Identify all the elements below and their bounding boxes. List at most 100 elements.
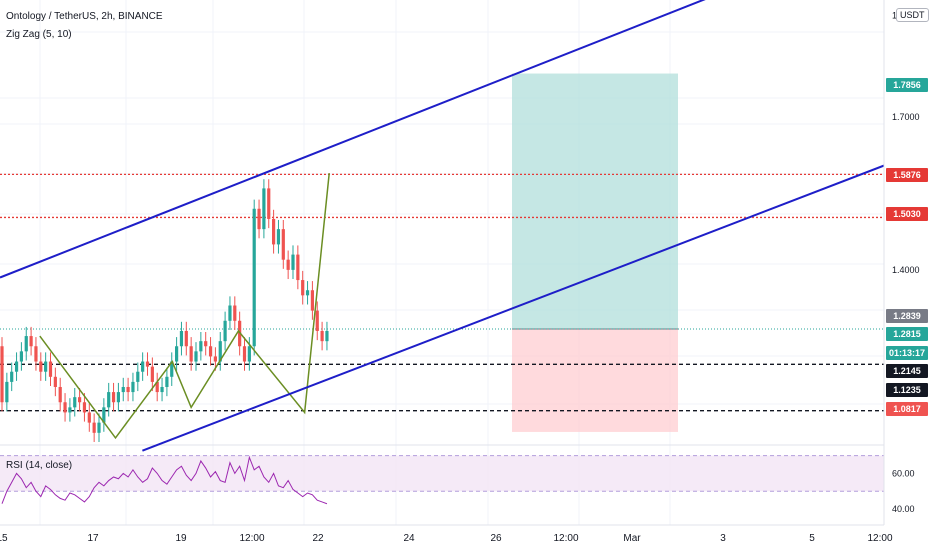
position-zones <box>0 73 884 432</box>
candle <box>82 402 87 413</box>
channel-upper-line <box>0 0 706 279</box>
candle <box>63 402 67 413</box>
candle <box>92 422 96 433</box>
rsi-legend[interactable]: RSI (14, close) <box>6 460 73 471</box>
time-axis[interactable]: 15 17 19 12:00 22 24 26 12:00 Mar 3 5 12:00 <box>0 524 893 544</box>
candle <box>257 208 261 230</box>
candle <box>204 341 208 347</box>
candle <box>58 386 62 403</box>
candle <box>296 254 300 281</box>
price-label: 01:13:17 <box>889 348 925 358</box>
time-tick-label: 15 <box>0 533 8 544</box>
candle <box>102 407 106 423</box>
candle <box>44 361 48 372</box>
stop-zone <box>512 328 678 432</box>
price-label-tag <box>886 364 928 378</box>
zigzag-legend[interactable]: Zig Zag (5, 10) <box>6 29 72 40</box>
price-label: 1.5876 <box>893 170 921 180</box>
price-label-tag <box>886 383 928 397</box>
candle <box>267 188 271 219</box>
candle <box>0 346 4 403</box>
candle <box>315 310 319 331</box>
time-tick-label: 12:00 <box>553 533 578 544</box>
candle <box>107 392 111 408</box>
candle <box>29 336 33 347</box>
candle <box>252 208 256 347</box>
candle <box>19 351 23 362</box>
candle <box>53 376 57 387</box>
candle <box>150 366 154 382</box>
candle <box>199 341 203 352</box>
candle <box>5 381 9 403</box>
price-label-tag <box>886 207 928 221</box>
candle <box>301 280 305 296</box>
candle <box>272 218 276 245</box>
price-tick-label: 1.4000 <box>892 265 920 275</box>
price-label: 1.2839 <box>893 311 921 321</box>
candle <box>175 346 179 362</box>
candle <box>97 422 101 433</box>
symbol-legend[interactable]: Ontology / TetherUS, 2h, BINANCE <box>6 11 163 22</box>
candle <box>189 346 193 362</box>
candle <box>78 397 82 403</box>
candle <box>184 330 188 347</box>
rsi-band <box>0 455 884 492</box>
rsi-line <box>1 455 328 505</box>
price-label-tag <box>886 327 928 341</box>
price-label: 1.2815 <box>893 329 921 339</box>
candle <box>10 371 14 382</box>
candle <box>325 330 329 342</box>
candle <box>34 346 38 362</box>
currency-label[interactable]: USDT <box>896 8 929 22</box>
candle <box>111 392 116 403</box>
candle <box>223 320 227 342</box>
candle <box>281 229 285 260</box>
candle <box>276 229 281 245</box>
candle <box>242 346 247 362</box>
time-tick-label: 22 <box>312 533 324 544</box>
zigzag-line <box>39 173 330 440</box>
price-label-tag <box>886 402 928 416</box>
candle <box>141 361 145 372</box>
candle <box>291 254 295 270</box>
candle <box>131 381 135 393</box>
trend-channel <box>0 0 932 452</box>
price-label-tag <box>886 168 928 182</box>
price-label: 1.1235 <box>893 385 921 395</box>
profit-zone <box>512 73 678 329</box>
price-label: 1.2145 <box>893 366 921 376</box>
price-label-tag <box>886 309 928 323</box>
rsi-tick-label: 40.00 <box>892 504 915 514</box>
candle <box>87 412 91 423</box>
price-tick-label: 1.7000 <box>892 112 920 122</box>
candle <box>68 407 72 413</box>
candle <box>116 392 120 403</box>
time-tick-label: Mar <box>623 533 641 544</box>
time-tick-label: 3 <box>720 533 726 544</box>
time-tick-label: 12:00 <box>239 533 264 544</box>
candle <box>136 371 140 382</box>
time-tick-label: 26 <box>490 533 502 544</box>
candle <box>145 361 150 367</box>
time-tick-label: 17 <box>87 533 99 544</box>
candle <box>165 376 169 387</box>
price-axis[interactable]: 1.90001.70001.40001.78561.58761.50301.28… <box>883 0 932 550</box>
rsi-pane <box>0 455 884 505</box>
price-label-tag <box>886 78 928 92</box>
price-label-tag <box>886 346 928 360</box>
candle <box>213 356 217 362</box>
candle <box>48 361 53 377</box>
price-label: 1.0817 <box>893 404 921 414</box>
candle <box>310 290 314 311</box>
candle <box>233 305 237 321</box>
candle <box>320 330 324 342</box>
candle <box>286 259 290 270</box>
candle <box>247 346 251 362</box>
candle <box>218 341 222 362</box>
candle <box>155 381 159 393</box>
candle <box>262 188 266 230</box>
zigzag-indicator <box>39 173 330 440</box>
time-tick-label: 12:00 <box>867 533 892 544</box>
candle <box>160 386 164 393</box>
